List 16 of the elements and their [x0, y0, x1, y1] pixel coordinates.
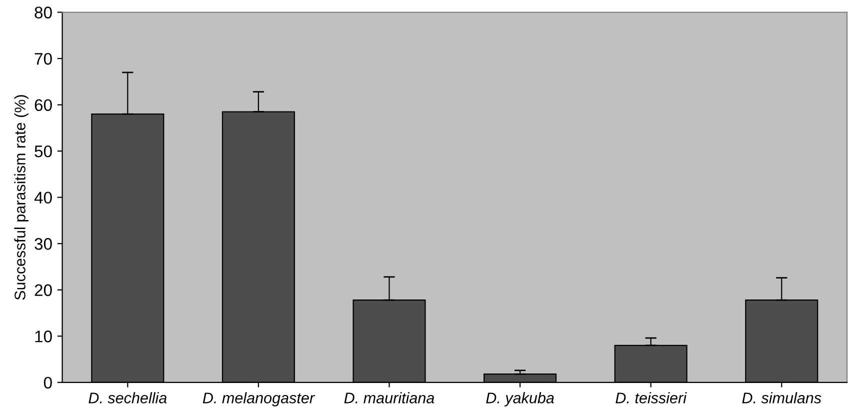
x-tick-label: D. sechellia — [88, 392, 167, 404]
y-axis-title: Successful parasitism rate (%) — [14, 95, 28, 300]
x-tick-label: D. mauritiana — [344, 392, 434, 404]
x-tick-label: D. melanogaster — [202, 392, 316, 406]
y-tick-label: 50 — [34, 145, 52, 158]
y-tick-label: 40 — [34, 192, 52, 204]
x-tick-label: D. yakuba — [486, 392, 554, 406]
y-tick-label: 10 — [35, 330, 52, 342]
x-tick-label: D. teissieri — [616, 392, 687, 404]
y-tick-label: 20 — [34, 284, 52, 296]
y-tick-label: 30 — [34, 238, 52, 250]
x-tick-label: D. simulans — [742, 392, 822, 404]
y-tick-label: 70 — [34, 52, 52, 65]
y-tick-label: 0 — [44, 376, 52, 389]
y-tick-label: 80 — [34, 6, 52, 18]
y-tick-label: 60 — [34, 99, 52, 112]
